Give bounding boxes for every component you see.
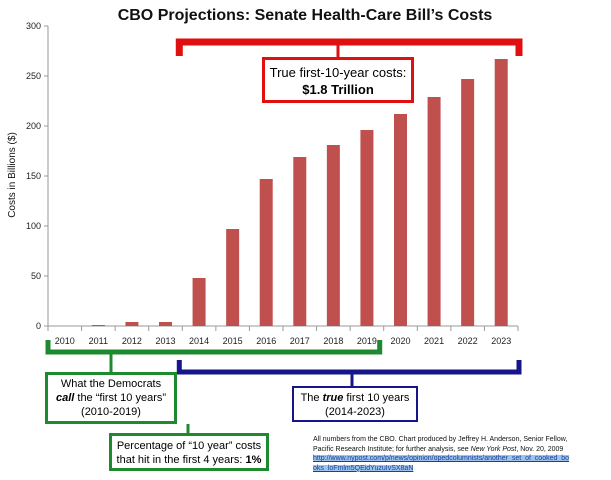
percentage-value: 1%	[245, 454, 262, 466]
x-tick-label: 2017	[290, 336, 310, 346]
y-tick-label: 150	[26, 171, 41, 181]
total-cost-callout: True first-10-year costs: $1.8 Trillion	[262, 57, 414, 103]
y-tick-label: 300	[26, 21, 41, 31]
bar-2011	[91, 325, 105, 326]
total-cost-label: True first-10-year costs:	[269, 65, 407, 80]
true-costs-bracket	[175, 38, 523, 56]
bar-2021	[427, 97, 441, 326]
x-tick-label: 2023	[491, 336, 511, 346]
x-tick-label: 2010	[55, 336, 75, 346]
democrats-line1: What the Democrats	[60, 378, 162, 390]
bar-2015	[226, 229, 240, 326]
bar-2023	[494, 59, 508, 326]
bar-2014	[192, 278, 206, 326]
percentage-line2-text: that hit in the first 4 years:	[116, 454, 246, 466]
x-tick-label: 2013	[155, 336, 175, 346]
percentage-line2: that hit in the first 4 years: 1%	[112, 453, 266, 467]
brackets	[45, 38, 523, 434]
total-cost-amount: $1.8 Trillion	[302, 82, 374, 97]
y-tick-label: 200	[26, 121, 41, 131]
source-date: , Nov. 20, 2009	[516, 445, 564, 453]
democrats-window-callout: What the Democrats call the “first 10 ye…	[45, 372, 177, 424]
source-line2-text: Pacific Research Institute; for further …	[313, 445, 471, 453]
x-tick-label: 2012	[122, 336, 142, 346]
x-tick-label: 2021	[424, 336, 444, 346]
democrats-call-word: call	[55, 392, 75, 404]
true-window-line1: The true first 10 years	[294, 391, 416, 405]
x-tick-label: 2015	[223, 336, 243, 346]
x-tick-label: 2011	[89, 336, 108, 346]
bar-2017	[293, 157, 307, 326]
x-tick-label: 2016	[256, 336, 276, 346]
percentage-line1: Percentage of “10 year” costs	[116, 440, 262, 452]
source-note: All numbers from the CBO. Chart produced…	[313, 435, 611, 473]
source-line1: All numbers from the CBO. Chart produced…	[313, 436, 568, 443]
true-window-true-word: true	[322, 392, 344, 404]
democrats-range: (2010-2019)	[81, 406, 141, 418]
source-publication: New York Post	[470, 445, 517, 453]
x-tick-label: 2022	[458, 336, 478, 346]
bar-2022	[461, 79, 475, 326]
bars	[91, 59, 508, 326]
y-tick-label: 100	[26, 221, 41, 231]
democrats-window-bracket	[45, 340, 383, 355]
x-tick-label: 2020	[390, 336, 410, 346]
y-tick-label: 0	[36, 321, 41, 331]
bar-2018	[326, 145, 340, 326]
y-axis-ticks: 0 50 100 150 200 250 300	[26, 21, 48, 331]
bar-2013	[159, 322, 172, 326]
x-tick-label: 2019	[357, 336, 377, 346]
y-tick-label: 50	[31, 271, 41, 281]
true-window-rest: first 10 years	[343, 392, 410, 404]
x-tick-label: 2014	[189, 336, 209, 346]
percentage-callout: Percentage of “10 year” costs that hit i…	[109, 433, 269, 471]
true-window-callout: The true first 10 years (2014-2023)	[292, 386, 418, 422]
democrats-first-ten: the “first 10 years”	[74, 392, 167, 404]
bar-2019	[360, 130, 374, 326]
y-axis-label: Costs in Billions ($)	[7, 132, 18, 218]
source-url-wrap: http://www.nypost.com/p/news/opinion/ope…	[313, 454, 611, 473]
true-window-the: The	[300, 392, 323, 404]
source-line2: Pacific Research Institute; for further …	[313, 445, 611, 455]
bar-2020	[394, 114, 407, 326]
x-axis-ticks: 2010 2011 2012 2013 2014 2015 2016 2017 2018 2019…	[47, 326, 519, 346]
true-window-range: (2014-2023)	[325, 406, 385, 418]
chart-title: CBO Projections: Senate Health-Care Bill…	[118, 7, 493, 24]
bar-2012	[125, 322, 139, 326]
true-window-bracket	[176, 360, 522, 375]
source-url-link[interactable]: http://www.nypost.com/p/news/opinion/ope…	[313, 455, 570, 472]
bar-2016	[259, 179, 273, 326]
x-tick-label: 2018	[323, 336, 343, 346]
democrats-line2: call the “first 10 years”	[48, 391, 174, 405]
y-tick-label: 250	[26, 71, 41, 81]
